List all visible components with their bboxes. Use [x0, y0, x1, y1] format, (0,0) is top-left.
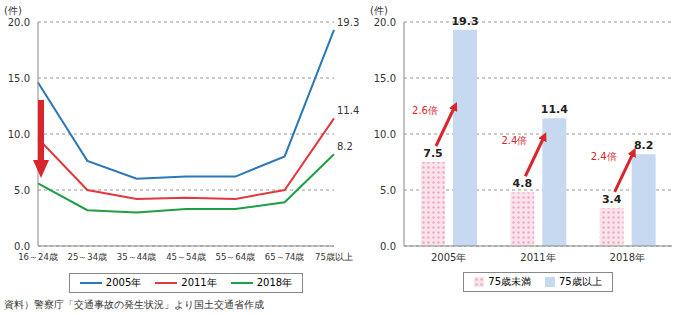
svg-text:45～54歳: 45～54歳 [166, 252, 206, 262]
html-text:2011年: 2011年 [181, 277, 217, 288]
svg-text:65～74歳: 65～74歳 [265, 252, 305, 262]
svg-text:2005年: 2005年 [431, 252, 466, 263]
svg-text:35～44歳: 35～44歳 [117, 252, 157, 262]
svg-text:19.3: 19.3 [451, 15, 478, 28]
svg-text:5.0: 5.0 [14, 185, 30, 196]
svg-text:16～24歳: 16～24歳 [18, 252, 58, 262]
svg-text:10.0: 10.0 [8, 129, 30, 140]
svg-text:0.0: 0.0 [14, 241, 30, 252]
html-text:(件): (件) [370, 5, 388, 16]
svg-text:5.0: 5.0 [380, 185, 396, 196]
svg-text:3.4: 3.4 [602, 193, 622, 206]
html-text:(件): (件) [4, 5, 22, 16]
html-text:2005年: 2005年 [105, 277, 142, 288]
svg-text:8.2: 8.2 [337, 141, 353, 152]
html-text:2018年: 2018年 [256, 277, 293, 288]
svg-text:2.4倍: 2.4倍 [591, 151, 617, 162]
svg-text:25～34歳: 25～34歳 [68, 252, 108, 262]
svg-text:0.0: 0.0 [380, 241, 396, 252]
svg-text:20.0: 20.0 [8, 17, 30, 28]
svg-text:2.6倍: 2.6倍 [412, 105, 438, 116]
svg-text:2011年: 2011年 [520, 252, 555, 263]
html-text:75歳未満: 75歳未満 [488, 276, 531, 287]
svg-text:4.8: 4.8 [513, 177, 533, 190]
html-text:資料）警察庁「交通事故の発生状況」より国土交通省作成: 資料）警察庁「交通事故の発生状況」より国土交通省作成 [4, 299, 264, 310]
svg-text:15.0: 15.0 [374, 73, 396, 84]
svg-text:11.4: 11.4 [541, 103, 568, 116]
svg-text:75歳以上: 75歳以上 [315, 252, 353, 262]
svg-text:55～64歳: 55～64歳 [216, 252, 256, 262]
svg-text:2018年: 2018年 [610, 252, 645, 263]
svg-text:11.4: 11.4 [337, 105, 359, 116]
svg-text:10.0: 10.0 [374, 129, 396, 140]
svg-text:2.4倍: 2.4倍 [501, 135, 527, 146]
html-text:75歳以上: 75歳以上 [559, 276, 602, 287]
svg-text:19.3: 19.3 [337, 17, 359, 28]
svg-text:8.2: 8.2 [634, 139, 654, 152]
svg-text:15.0: 15.0 [8, 73, 30, 84]
svg-text:20.0: 20.0 [374, 17, 396, 28]
svg-text:7.5: 7.5 [423, 147, 443, 160]
